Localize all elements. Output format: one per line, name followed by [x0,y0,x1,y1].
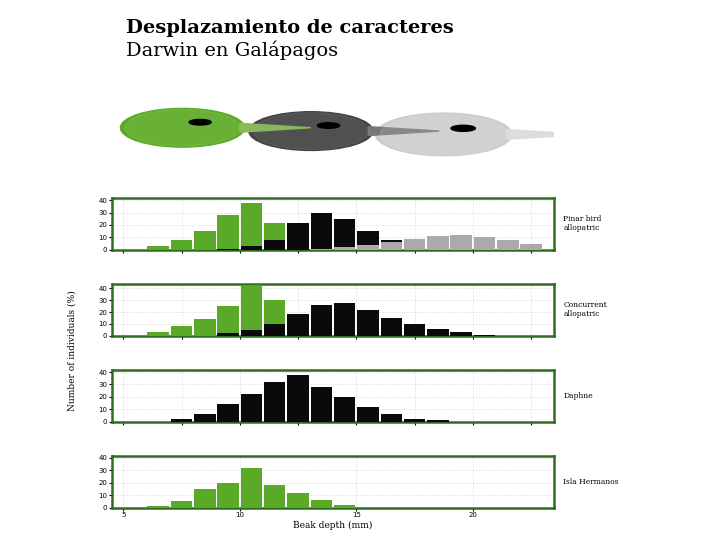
Bar [194,231,215,250]
Bar [404,324,426,336]
Ellipse shape [249,112,373,151]
Bar [521,244,542,250]
Bar [264,240,285,250]
Text: Darwin en Galápagos: Darwin en Galápagos [126,40,338,60]
Bar [171,419,192,422]
Bar [427,247,449,250]
Text: Isla Hermanos: Isla Hermanos [563,477,619,485]
Bar [334,330,356,336]
Bar [451,235,472,250]
Text: Number of individuals (%): Number of individuals (%) [68,291,76,411]
Bar [381,240,402,250]
Bar [451,332,472,336]
Bar [217,333,239,336]
Ellipse shape [376,113,512,156]
Bar [404,239,426,250]
Bar [357,333,379,336]
Bar [264,485,285,508]
Circle shape [189,119,211,125]
Bar [240,246,262,250]
Bar [287,492,309,508]
Bar [404,419,426,422]
Bar [217,306,239,336]
Bar [240,330,262,336]
Bar [357,231,379,250]
Text: Daphne: Daphne [563,392,593,400]
Bar [427,329,449,336]
Text: Concurrent
allopatric: Concurrent allopatric [563,301,607,318]
Bar [217,404,239,422]
Bar [310,244,332,250]
Bar [264,300,285,336]
Bar [217,248,239,250]
Bar [310,305,332,336]
Circle shape [451,125,475,131]
Bar [357,309,379,336]
Polygon shape [369,127,439,136]
Bar [474,335,495,336]
Bar [427,236,449,250]
Bar [264,324,285,336]
Bar [240,468,262,508]
Bar [264,382,285,422]
Polygon shape [240,123,311,132]
Bar [171,502,192,508]
Bar [310,213,332,250]
Bar [264,222,285,250]
Bar [357,245,379,250]
Bar [474,238,495,250]
Bar [240,202,262,250]
Bar [171,326,192,336]
Ellipse shape [120,109,244,147]
Bar [310,248,332,250]
Ellipse shape [380,114,507,154]
Bar [381,414,402,422]
Bar [148,246,169,250]
Bar [381,242,402,250]
X-axis label: Beak depth (mm): Beak depth (mm) [293,521,373,530]
Text: G. elegantissima: G. elegantissima [390,78,449,86]
Text: Desplazamiento de caracteres: Desplazamiento de caracteres [126,19,454,37]
Bar [497,240,518,250]
Bar [194,489,215,508]
Bar [217,215,239,250]
Ellipse shape [253,113,369,150]
Text: G. fuliginosa: G. fuliginosa [134,78,179,86]
Bar [287,238,309,250]
Bar [194,319,215,336]
Bar [240,394,262,422]
Bar [381,318,402,336]
Bar [240,286,262,336]
Bar [310,500,332,508]
Bar [357,407,379,422]
Bar [287,375,309,422]
Bar [287,314,309,336]
Bar [310,324,332,336]
Bar [148,507,169,508]
Circle shape [318,123,340,129]
Ellipse shape [125,110,240,146]
Bar [148,332,169,336]
Bar [217,483,239,508]
Bar [287,314,309,336]
Bar [194,414,215,422]
Bar [310,387,332,422]
Polygon shape [507,130,585,139]
Bar [171,240,192,250]
Bar [334,505,356,508]
Bar [287,222,309,250]
Bar [334,302,356,336]
Bar [404,245,426,250]
Bar [334,247,356,250]
Bar [334,247,356,250]
Bar [334,397,356,422]
Bar [334,219,356,250]
Bar [427,421,449,422]
Text: G. fortis: G. fortis [276,78,305,86]
Text: Pinar bird
allopatric: Pinar bird allopatric [563,215,602,232]
